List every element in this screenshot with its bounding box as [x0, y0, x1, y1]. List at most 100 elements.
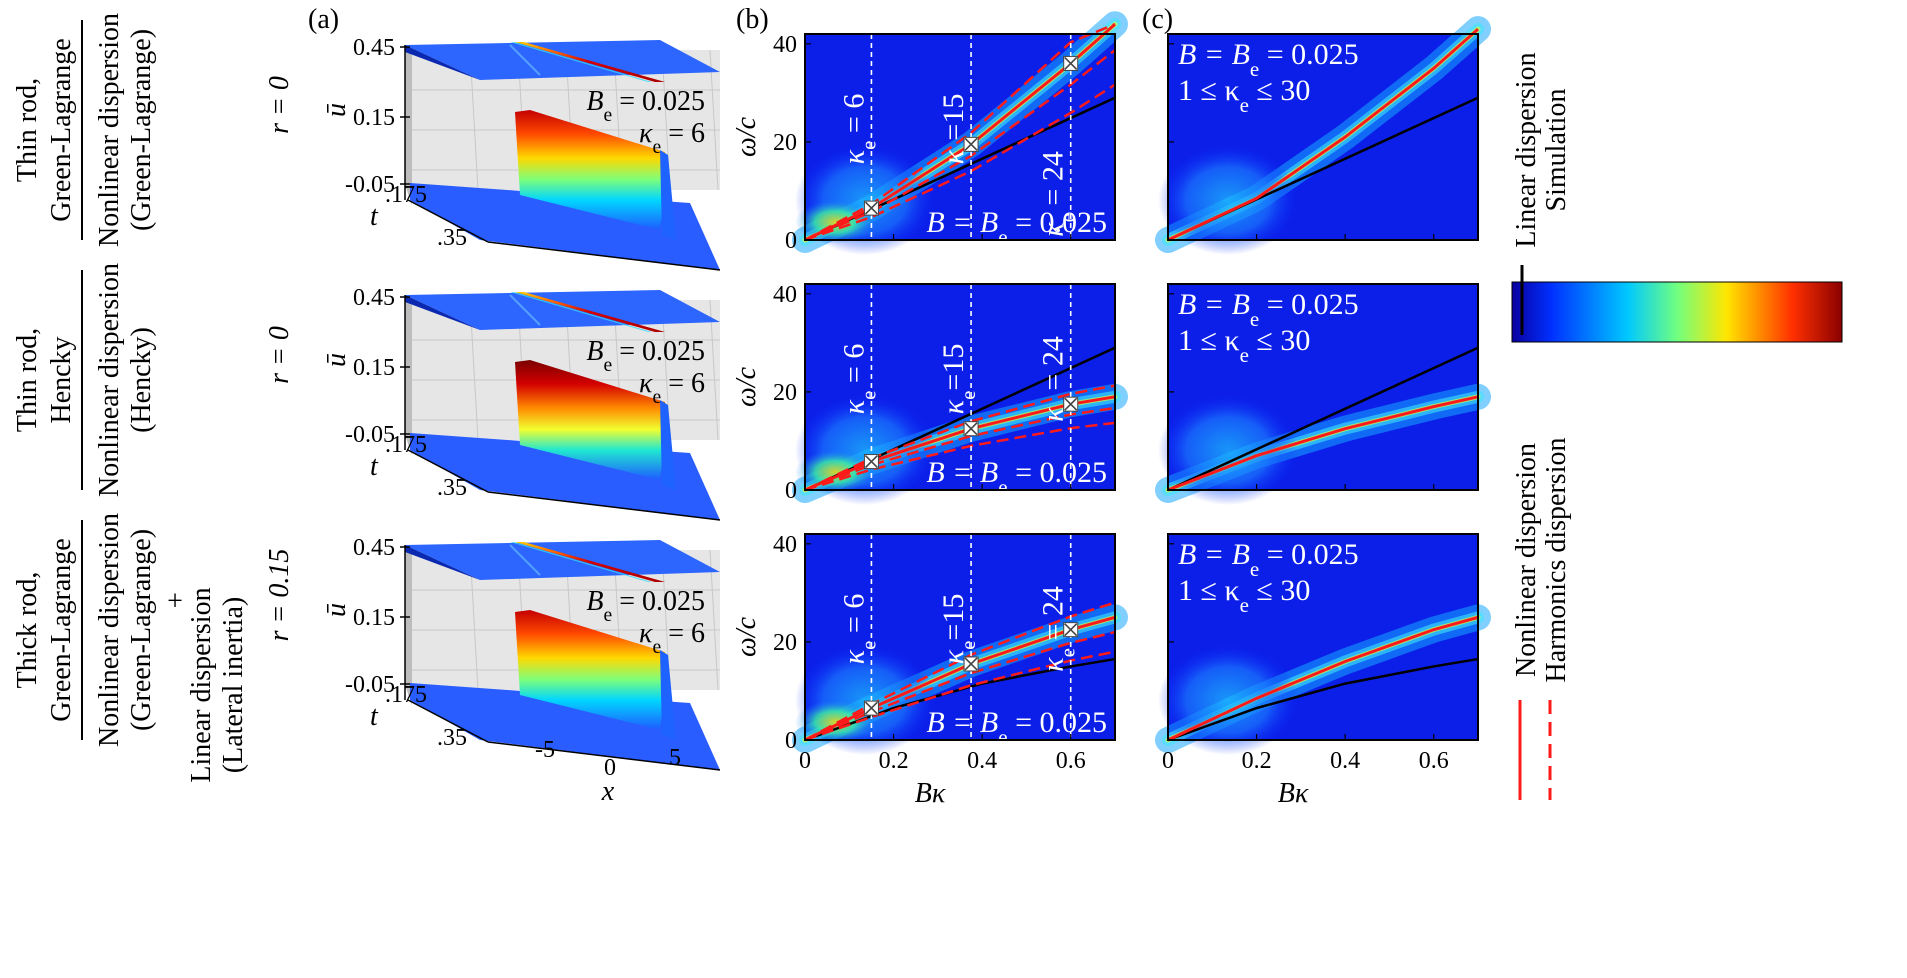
param-Be-part: = 0.025: [612, 86, 705, 117]
legend-simulation: Simulation: [1541, 89, 1572, 212]
param-kappa-part: = 6: [661, 118, 705, 149]
simulation-hotspot: [795, 200, 875, 244]
legend-layer: Linear dispersion Simulation Nonlinear dis…: [1511, 52, 1843, 800]
param-kappa: κe = 6: [639, 368, 705, 408]
kappa-label-text: κe = 6: [837, 94, 880, 165]
c-annotation-2: 1 ≤ κe ≤ 30: [1178, 74, 1310, 117]
a-xlabel: x: [601, 776, 615, 807]
param-kappa: κe = 6: [639, 618, 705, 658]
b-annotation-part: B = B: [926, 206, 998, 239]
case-label-line1: Thick rod,: [12, 572, 43, 689]
kappa-label-text: κe = 24: [1037, 336, 1080, 422]
bc-xtick-0.6: 0.6: [1419, 748, 1449, 774]
top-plane: [405, 540, 720, 580]
b-annotation-part: B = B: [926, 456, 998, 489]
case-label-2: Thin rod, Hencky: [12, 328, 77, 432]
harmonics-dispersion-line: [804, 630, 1116, 742]
case-label-line1: Thin rod,: [12, 328, 43, 432]
kappa-label-text-part: e: [856, 141, 880, 150]
simulation-cloud: [1158, 145, 1298, 255]
a-ttick-175: .175: [385, 682, 427, 708]
kappa-label: κe = 6: [837, 344, 880, 415]
panel-label-(a): (a): [308, 4, 339, 35]
param-Be-part: e: [604, 105, 613, 126]
kappa-label-text-part: κ: [837, 649, 870, 664]
param-kappa-part: κ: [639, 618, 653, 649]
top-plane: [405, 290, 720, 330]
crossing-marker-x: [1064, 56, 1078, 70]
panel-label-(b): (b): [736, 4, 769, 35]
legend-harmonics: Harmonics dispersion: [1541, 438, 1572, 683]
kappa-label-text-part: e: [1056, 213, 1080, 222]
param-kappa-part: e: [653, 137, 662, 158]
wall-grid-line: [709, 49, 719, 191]
b-annotation-part: = 0.025: [1008, 706, 1107, 739]
r-label: r = 0: [264, 326, 295, 384]
kappa-label-text-part: e: [856, 641, 880, 650]
param-Be-part: e: [604, 605, 613, 626]
c-annotation-1-part: B = B: [1178, 288, 1250, 321]
b-annotation-part: e: [998, 475, 1007, 499]
param-kappa-part: κ: [639, 118, 653, 149]
c-annotation-2-part: e: [1240, 343, 1249, 367]
a-xaxis-line: [487, 741, 721, 771]
b-annotation: B = Be = 0.025: [926, 456, 1107, 499]
linear-dispersion-line: [1167, 346, 1479, 492]
bc-xlabel: Bκ: [915, 778, 946, 809]
dispersion-line2: (Green-Lagrange): [126, 29, 157, 231]
param-Be-part: = 0.025: [612, 336, 705, 367]
crossing-marker-x: [964, 657, 978, 671]
harmonics-dispersion-line: [804, 83, 1116, 242]
bc-ytick-40: 40: [773, 32, 797, 58]
harmonics-dispersion-line: [804, 650, 1116, 742]
kappa-label-text-part: κ: [937, 399, 970, 414]
a-xaxis-labels: -5 0 5 x: [535, 737, 681, 807]
a-ytick-0.45: 0.45: [353, 535, 395, 561]
c-annotation-2-part: ≤ 30: [1249, 574, 1310, 607]
c-annotation-1-part: = 0.025: [1259, 288, 1358, 321]
wall-grid-line: [709, 299, 719, 441]
bc-ylabel-text: ω/c: [731, 116, 762, 157]
bc-xtick-0.6: 0.6: [1056, 748, 1086, 774]
plot-frame: [804, 33, 1116, 241]
top-streak-edge: [510, 42, 652, 82]
kappa-label-text: κe = 24: [1037, 586, 1080, 672]
a-ttick-175: .175: [385, 182, 427, 208]
left-wall: [405, 45, 412, 205]
case-label-3: Thick rod, Green-Lagrange: [12, 538, 77, 721]
bc-xtick-0.2: 0.2: [879, 748, 909, 774]
param-kappa-part: κ: [639, 368, 653, 399]
bc-xlabel: Bκ: [1278, 778, 1309, 809]
kappa-label-text-part: =15: [937, 94, 970, 141]
kappa-label-text-part: κ: [937, 149, 970, 164]
param-Be: Be = 0.025: [586, 586, 705, 626]
panel-label-(c): (c): [1142, 4, 1173, 35]
plot-frame: [1167, 533, 1479, 741]
a-ttick-35: .35: [437, 225, 467, 251]
param-Be-part: B: [586, 86, 603, 117]
bc-ytick-0: 0: [785, 478, 797, 504]
faint-streak: [509, 44, 541, 76]
kappa-label-text-part: κ: [937, 649, 970, 664]
simulation-hotspot: [795, 700, 875, 744]
top-plane: [405, 40, 720, 80]
c-annotation-2: 1 ≤ κe ≤ 30: [1178, 324, 1310, 367]
c-annotation-1-part: = 0.025: [1259, 38, 1358, 71]
bc-ytick-20: 20: [773, 380, 797, 406]
plot-frame: [1167, 33, 1479, 241]
legend-nonlinear-text: Nonlinear dispersion: [1511, 443, 1542, 677]
param-Be-part: e: [604, 355, 613, 376]
crossing-marker-x: [1064, 623, 1078, 637]
r-label-text: r = 0: [264, 326, 295, 384]
a-ytick--0.05: -0.05: [345, 172, 395, 198]
kappa-label: κe=15: [937, 344, 980, 415]
b-annotation-part: = 0.025: [1008, 456, 1107, 489]
bc-xtick-0.4: 0.4: [1330, 748, 1360, 774]
